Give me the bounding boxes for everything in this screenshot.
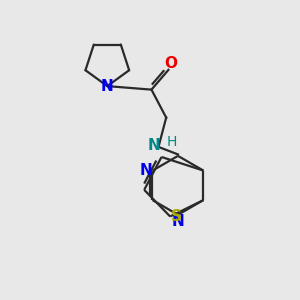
Text: N: N bbox=[172, 214, 184, 229]
Text: S: S bbox=[171, 209, 182, 224]
Text: N: N bbox=[101, 79, 114, 94]
Text: N: N bbox=[140, 163, 152, 178]
Text: N: N bbox=[147, 138, 160, 153]
Text: O: O bbox=[164, 56, 177, 71]
Text: H: H bbox=[167, 135, 177, 149]
